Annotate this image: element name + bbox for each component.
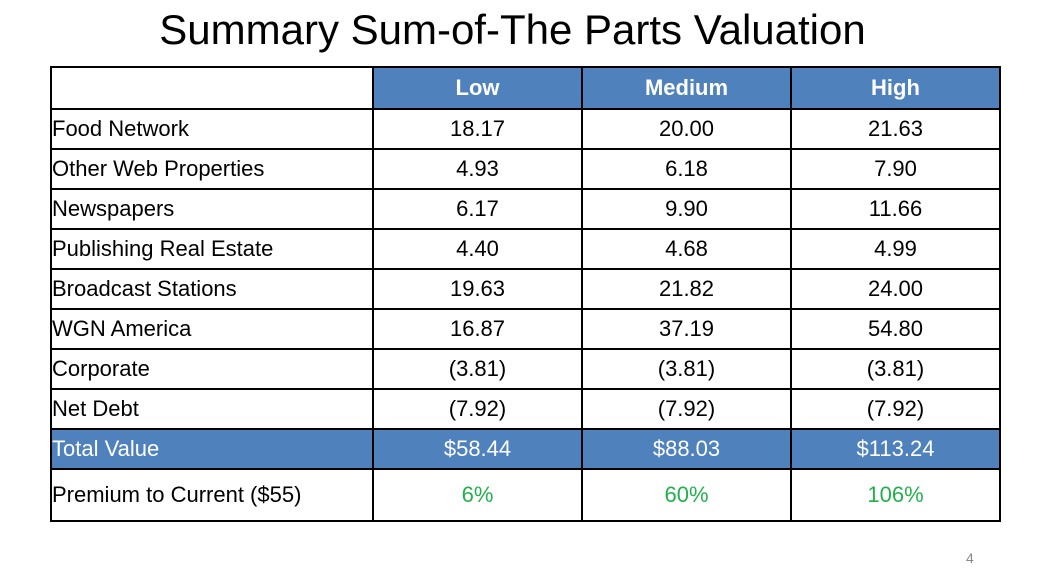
row-label: Broadcast Stations (50, 268, 374, 310)
cell-high: (7.92) (790, 388, 1001, 430)
cell-high: 24.00 (790, 268, 1001, 310)
table-row: Publishing Real Estate 4.40 4.68 4.99 (50, 228, 1001, 270)
cell-low: 4.40 (372, 228, 583, 270)
premium-row: Premium to Current ($55) 6% 60% 106% (50, 468, 1001, 522)
table-row: WGN America 16.87 37.19 54.80 (50, 308, 1001, 350)
table-row: Corporate (3.81) (3.81) (3.81) (50, 348, 1001, 390)
column-header-low: Low (372, 66, 583, 110)
column-header-medium: Medium (581, 66, 792, 110)
cell-high: 7.90 (790, 148, 1001, 190)
table-row: Broadcast Stations 19.63 21.82 24.00 (50, 268, 1001, 310)
premium-label: Premium to Current ($55) (50, 468, 374, 522)
row-label: Food Network (50, 108, 374, 150)
row-label: WGN America (50, 308, 374, 350)
slide-title: Summary Sum-of-The Parts Valuation (159, 6, 866, 53)
table-row: Other Web Properties 4.93 6.18 7.90 (50, 148, 1001, 190)
cell-medium: (3.81) (581, 348, 792, 390)
total-medium: $88.03 (581, 428, 792, 470)
row-label: Net Debt (50, 388, 374, 430)
total-low: $58.44 (372, 428, 583, 470)
row-label: Other Web Properties (50, 148, 374, 190)
cell-medium: 9.90 (581, 188, 792, 230)
total-row: Total Value $58.44 $88.03 $113.24 (50, 428, 1001, 470)
valuation-table: Low Medium High Food Network 18.17 20.00… (50, 66, 1001, 522)
total-high: $113.24 (790, 428, 1001, 470)
row-label: Newspapers (50, 188, 374, 230)
cell-medium: 4.68 (581, 228, 792, 270)
column-header-high: High (790, 66, 1001, 110)
premium-high: 106% (790, 468, 1001, 522)
premium-low: 6% (372, 468, 583, 522)
cell-low: 6.17 (372, 188, 583, 230)
page-number: 4 (966, 550, 974, 566)
cell-medium: 37.19 (581, 308, 792, 350)
cell-medium: 21.82 (581, 268, 792, 310)
cell-high: (3.81) (790, 348, 1001, 390)
cell-low: 18.17 (372, 108, 583, 150)
table-row: Newspapers 6.17 9.90 11.66 (50, 188, 1001, 230)
cell-high: 4.99 (790, 228, 1001, 270)
row-label: Publishing Real Estate (50, 228, 374, 270)
cell-high: 11.66 (790, 188, 1001, 230)
cell-medium: (7.92) (581, 388, 792, 430)
cell-low: 4.93 (372, 148, 583, 190)
cell-high: 21.63 (790, 108, 1001, 150)
premium-medium: 60% (581, 468, 792, 522)
header-row: Low Medium High (50, 66, 1001, 110)
cell-low: (3.81) (372, 348, 583, 390)
total-label: Total Value (50, 428, 374, 470)
table-row: Net Debt (7.92) (7.92) (7.92) (50, 388, 1001, 430)
cell-low: 19.63 (372, 268, 583, 310)
cell-medium: 20.00 (581, 108, 792, 150)
row-label: Corporate (50, 348, 374, 390)
cell-medium: 6.18 (581, 148, 792, 190)
table-row: Food Network 18.17 20.00 21.63 (50, 108, 1001, 150)
header-corner-cell (50, 66, 374, 110)
cell-high: 54.80 (790, 308, 1001, 350)
cell-low: 16.87 (372, 308, 583, 350)
cell-low: (7.92) (372, 388, 583, 430)
